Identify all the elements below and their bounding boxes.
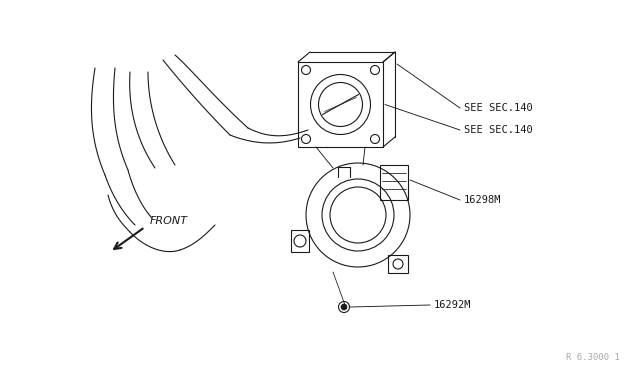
Text: 16292M: 16292M (434, 300, 472, 310)
Text: SEE SEC.140: SEE SEC.140 (464, 125, 532, 135)
Circle shape (341, 304, 347, 310)
Text: FRONT: FRONT (150, 216, 188, 226)
Text: 16298M: 16298M (464, 195, 502, 205)
Text: R 6.3000 1: R 6.3000 1 (566, 353, 620, 362)
Bar (291, 230, 309, 252)
Bar (298, 62, 383, 147)
Bar (388, 255, 408, 273)
Text: SEE SEC.140: SEE SEC.140 (464, 103, 532, 113)
Bar (380, 165, 408, 200)
